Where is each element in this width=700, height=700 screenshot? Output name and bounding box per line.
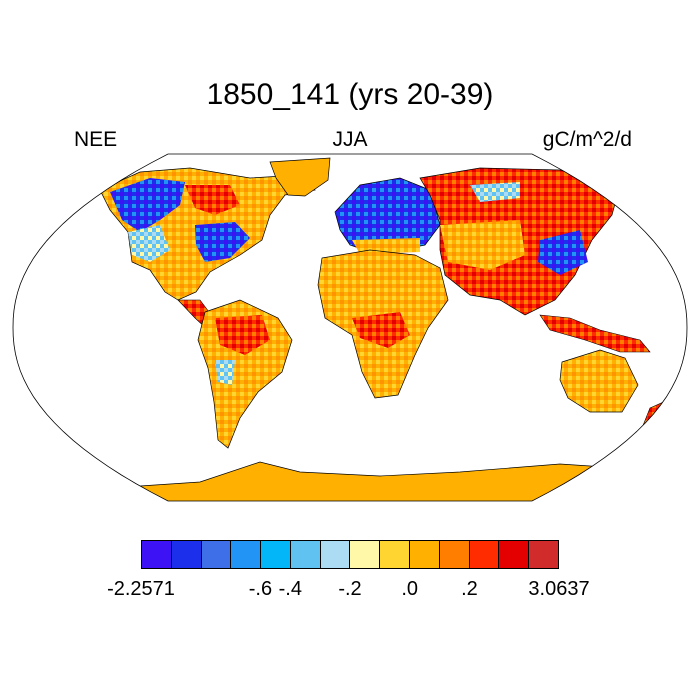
- nee-na-west-cool: [128, 225, 170, 262]
- land-antarctica: [13, 461, 687, 501]
- colorbar-tick-label: -.6: [248, 578, 273, 600]
- nee-as-central-warm: [440, 220, 525, 270]
- land-australia: [559, 349, 639, 413]
- colorbar-cell: [439, 541, 470, 568]
- colorbar-tick-label: -.4: [278, 578, 302, 600]
- colorbar-tick-label: .2: [461, 578, 478, 600]
- colorbar-cell: [499, 541, 530, 568]
- colorbar-cell: [201, 541, 232, 568]
- colorbar: [141, 540, 559, 569]
- colorbar-tick-label: 3.0637: [528, 578, 590, 600]
- nee-af-equatorial-hot: [352, 312, 410, 348]
- colorbar-cell: [529, 541, 558, 568]
- units-label: gC/m^2/d: [542, 128, 632, 151]
- nee-na-boreal-cold: [110, 178, 185, 232]
- land-layer: [13, 157, 687, 501]
- nee-sa-south-cool: [215, 360, 235, 385]
- land-europe: [334, 177, 441, 253]
- colorbar-cell: [261, 541, 291, 568]
- nee-as-east-cold: [538, 230, 588, 275]
- nee-sa-amazon-hot: [215, 315, 270, 355]
- colorbar-tick-label: -2.2571: [107, 578, 175, 600]
- nee-na-north-hot: [185, 185, 240, 215]
- colorbar-cell: [142, 541, 172, 568]
- colorbar-cell: [350, 541, 381, 568]
- colorbar-cell: [171, 541, 202, 568]
- colorbar-cell: [380, 541, 411, 568]
- colorbar-cell: [410, 541, 440, 568]
- colorbar-cell: [231, 541, 262, 568]
- nee-as-siberia-cool: [470, 182, 520, 202]
- variable-label: NEE: [74, 128, 118, 151]
- land-se-asia-islands: [539, 314, 651, 353]
- colorbar-tick-label: -.2: [338, 578, 362, 600]
- season-label: JJA: [332, 128, 368, 151]
- land-greenland: [269, 157, 331, 197]
- colorbar-cell: [469, 541, 500, 568]
- plot-title: 1850_141 (yrs 20-39): [206, 78, 494, 111]
- nee-na-east-cold: [195, 222, 250, 262]
- colorbar-tick-label: .0: [401, 578, 419, 600]
- colorbar-cell: [320, 541, 351, 568]
- colorbar-cell: [290, 541, 321, 568]
- land-new-zealand: [641, 399, 669, 429]
- map-boundary: [12, 153, 688, 502]
